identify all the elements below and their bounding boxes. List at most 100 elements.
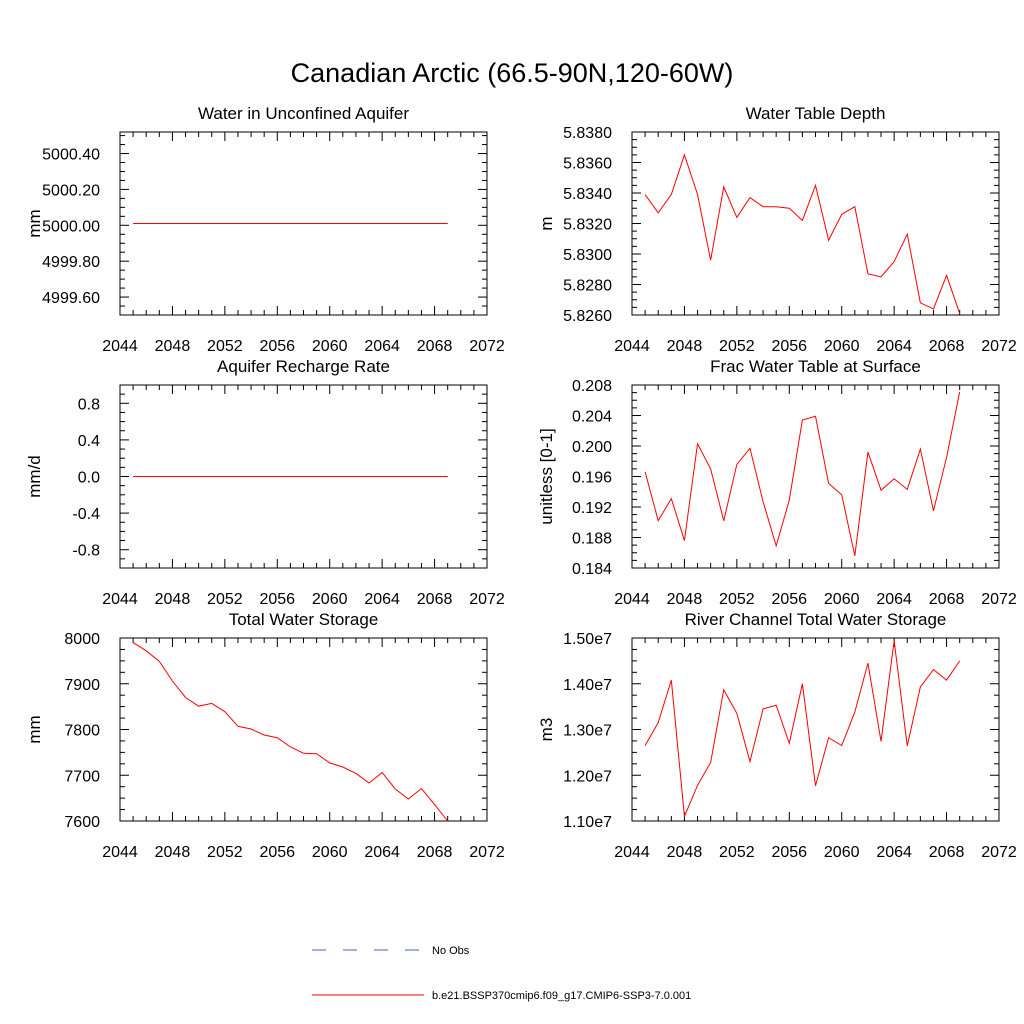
x-tick-label: 2064 [364, 338, 400, 355]
y-tick-label: 4999.60 [42, 290, 100, 307]
x-tick-label: 2044 [614, 591, 650, 608]
y-tick-label: 0.4 [78, 433, 100, 450]
y-tick-label: -0.8 [72, 543, 100, 560]
x-tick-label: 2048 [667, 338, 703, 355]
x-tick-label: 2064 [876, 591, 912, 608]
y-tick-label: 4999.80 [42, 254, 100, 271]
y-axis-label: unitless [0-1] [537, 428, 556, 524]
x-tick-label: 2056 [771, 338, 807, 355]
y-tick-label: 5.8340 [563, 186, 612, 203]
y-tick-label: 0.204 [572, 409, 612, 426]
y-tick-label: 1.50e7 [563, 631, 612, 648]
y-tick-label: 0.184 [572, 561, 612, 578]
legend-label-no-obs: No Obs [432, 945, 470, 957]
x-tick-label: 2060 [824, 338, 860, 355]
x-tick-label: 2048 [155, 591, 191, 608]
x-tick-label: 2060 [312, 844, 348, 861]
y-tick-label: 8000 [64, 631, 100, 648]
x-tick-label: 2044 [614, 338, 650, 355]
y-axis-label: m3 [537, 718, 556, 742]
y-axis-label: mm [25, 715, 44, 743]
y-tick-label: 1.40e7 [563, 677, 612, 694]
y-tick-label: 5.8360 [563, 156, 612, 173]
panel-title: Water in Unconfined Aquifer [198, 104, 409, 123]
y-tick-label: 5000.00 [42, 218, 100, 235]
x-tick-label: 2056 [771, 844, 807, 861]
y-axis-label: mm/d [25, 455, 44, 498]
panel-river-channel-total-water-storage: River Channel Total Water Storage m3 2044 2… [537, 610, 1017, 861]
x-tick-label: 2072 [981, 338, 1017, 355]
x-tick-label: 2064 [876, 844, 912, 861]
plot-frame [119, 637, 488, 822]
y-tick-label: -0.4 [72, 506, 100, 523]
x-tick-label: 2060 [824, 591, 860, 608]
y-tick-label: 0.8 [78, 396, 100, 413]
y-tick-label: 7800 [64, 723, 100, 740]
x-tick-label: 2044 [102, 591, 138, 608]
x-tick-label: 2068 [929, 338, 965, 355]
x-tick-label: 2072 [469, 591, 505, 608]
x-tick-label: 2072 [469, 844, 505, 861]
series-line [644, 153, 961, 314]
x-tick-label: 2064 [876, 338, 912, 355]
panel-title: River Channel Total Water Storage [685, 610, 947, 629]
x-tick-label: 2072 [981, 844, 1017, 861]
y-tick-label: 5.8320 [563, 217, 612, 234]
y-tick-label: 1.20e7 [563, 768, 612, 785]
y-tick-label: 0.188 [572, 531, 612, 548]
panel-title: Total Water Storage [229, 610, 379, 629]
plot-frame [631, 131, 1000, 316]
series-line [644, 640, 961, 817]
y-tick-label: 5000.40 [42, 147, 100, 164]
x-tick-label: 2044 [102, 338, 138, 355]
y-tick-label: 0.208 [572, 378, 612, 395]
y-axis-label: mm [25, 209, 44, 237]
x-tick-label: 2056 [259, 338, 295, 355]
x-tick-label: 2072 [981, 591, 1017, 608]
x-tick-label: 2052 [719, 591, 755, 608]
panel-title: Frac Water Table at Surface [710, 357, 921, 376]
x-tick-label: 2056 [259, 591, 295, 608]
series-line [644, 391, 961, 556]
x-tick-label: 2072 [469, 338, 505, 355]
x-tick-label: 2068 [417, 591, 453, 608]
x-tick-label: 2068 [417, 844, 453, 861]
figure-title: Canadian Arctic (66.5-90N,120-60W) [291, 58, 734, 88]
x-tick-label: 2048 [155, 844, 191, 861]
y-tick-label: 0.196 [572, 470, 612, 487]
x-tick-label: 2056 [259, 844, 295, 861]
plot-frame [631, 384, 1000, 569]
x-tick-label: 2060 [312, 591, 348, 608]
y-tick-label: 0.200 [572, 439, 612, 456]
y-tick-label: 0.192 [572, 500, 612, 517]
x-tick-label: 2044 [614, 844, 650, 861]
y-tick-label: 5.8280 [563, 278, 612, 295]
panel-aquifer-recharge-rate: Aquifer Recharge Rate mm/d 2044 2048 2052 205… [25, 357, 505, 608]
y-tick-label: 7900 [64, 677, 100, 694]
panels: Water in Unconfined Aquifer mm 2044 2048 205… [25, 104, 1017, 861]
x-tick-label: 2068 [929, 591, 965, 608]
x-tick-label: 2064 [364, 591, 400, 608]
panel-frac-water-table-at-surface: Frac Water Table at Surface unitless [0-1… [537, 357, 1017, 608]
x-tick-label: 2052 [719, 338, 755, 355]
x-tick-label: 2048 [155, 338, 191, 355]
legend: No Obs b.e21.BSSP370cmip6.f09_g17.CMIP6-… [312, 945, 691, 1002]
x-tick-label: 2060 [824, 844, 860, 861]
x-tick-label: 2068 [929, 844, 965, 861]
x-tick-label: 2044 [102, 844, 138, 861]
x-tick-label: 2056 [771, 591, 807, 608]
y-tick-label: 7700 [64, 768, 100, 785]
y-tick-label: 5.8380 [563, 125, 612, 142]
y-tick-label: 1.30e7 [563, 723, 612, 740]
x-tick-label: 2068 [417, 338, 453, 355]
y-tick-label: 7600 [64, 814, 100, 831]
x-tick-label: 2052 [207, 338, 243, 355]
y-tick-label: 0.0 [78, 470, 100, 487]
panel-water-table-depth: Water Table Depth m 2044 2048 2052 2056 2060 20… [537, 104, 1017, 355]
y-tick-label: 5.8260 [563, 308, 612, 325]
x-tick-label: 2052 [207, 844, 243, 861]
panel-title: Water Table Depth [746, 104, 886, 123]
panel-total-water-storage: Total Water Storage mm 2044 2048 2052 2056 206… [25, 610, 505, 861]
legend-label-model-run: b.e21.BSSP370cmip6.f09_g17.CMIP6-SSP3-7.… [432, 990, 691, 1002]
